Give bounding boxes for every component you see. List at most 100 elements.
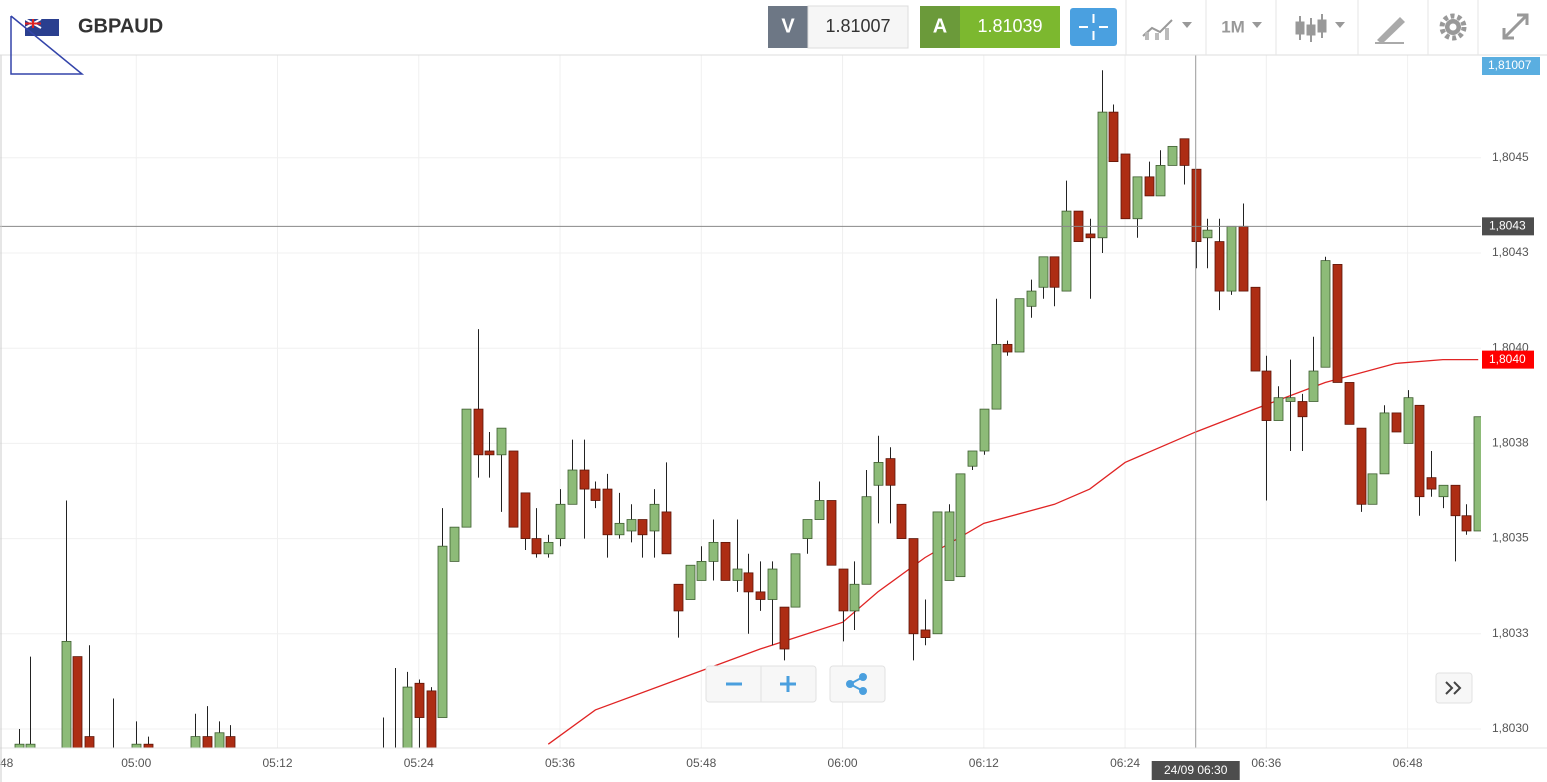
candle-body xyxy=(84,736,95,748)
candle-style-button[interactable] xyxy=(1295,14,1345,42)
sell-label: V xyxy=(781,15,795,37)
candle-body xyxy=(932,511,943,635)
candle-body xyxy=(696,561,707,581)
price-tag xyxy=(1482,57,1540,75)
candle-body xyxy=(920,629,931,638)
candle-body xyxy=(590,488,601,501)
chart-type-button[interactable] xyxy=(1142,19,1192,40)
crosshair-button[interactable] xyxy=(1070,8,1117,46)
candle-body xyxy=(944,511,955,581)
candle-body xyxy=(14,743,25,748)
draw-button[interactable] xyxy=(1375,17,1405,44)
candle-body xyxy=(826,500,837,566)
candle-body xyxy=(1391,412,1402,433)
candle-body xyxy=(61,640,72,748)
candle-body xyxy=(1461,515,1472,532)
candle-body xyxy=(1273,397,1284,421)
scroll-right-button[interactable] xyxy=(1435,672,1473,704)
candle-body xyxy=(743,572,754,593)
candle-body xyxy=(614,522,625,536)
toolbar: GBPAUD V 1.81007 A 1.81039 xyxy=(0,0,1547,75)
zoom-in-button[interactable] xyxy=(780,676,796,692)
candle-body xyxy=(1320,260,1331,368)
candle-body xyxy=(1202,229,1213,239)
y-tick-label: 1,8033 xyxy=(1492,626,1529,640)
candle-body xyxy=(1356,427,1367,505)
fullscreen-button[interactable] xyxy=(1502,13,1529,40)
candle-body xyxy=(649,503,660,532)
candle-body xyxy=(461,408,472,528)
zoom-controls xyxy=(705,665,886,703)
candle-body xyxy=(414,682,425,718)
candle-body xyxy=(496,427,507,456)
candle-body xyxy=(426,690,437,748)
candle-body xyxy=(1426,477,1437,490)
settings-button[interactable] xyxy=(1439,13,1467,41)
x-tick-label: 05:00 xyxy=(121,756,151,770)
candle-body xyxy=(1438,484,1449,498)
candle-body xyxy=(708,541,719,562)
buy-price: 1.81039 xyxy=(977,16,1042,36)
candle-body xyxy=(1214,241,1225,292)
x-tick-label: 05:24 xyxy=(404,756,434,770)
candle-body xyxy=(602,488,613,536)
candle-body xyxy=(1155,165,1166,197)
candle-body xyxy=(814,500,825,520)
candle-body xyxy=(767,568,778,600)
candle-body xyxy=(567,469,578,505)
buy-label: A xyxy=(933,15,947,37)
x-tick-label: 05:48 xyxy=(686,756,716,770)
sell-button[interactable]: V 1.81007 xyxy=(768,5,909,49)
candle-body xyxy=(131,743,142,748)
candle-body xyxy=(449,526,460,562)
flag-icon xyxy=(24,18,59,36)
candle-body xyxy=(873,462,884,486)
candle-body xyxy=(555,503,566,539)
candle-body xyxy=(1191,168,1202,242)
candle-body xyxy=(72,656,83,748)
candle-body xyxy=(1026,290,1037,307)
candle-body xyxy=(755,591,766,600)
candle-body xyxy=(626,519,637,532)
candle-body xyxy=(225,736,236,748)
candle-body xyxy=(1132,176,1143,220)
candle-body xyxy=(849,583,860,612)
candle-body xyxy=(473,408,484,456)
buy-price-bg xyxy=(960,6,1060,48)
crosshair-time-tag xyxy=(1151,761,1240,780)
candle-body xyxy=(720,541,731,581)
candle-body xyxy=(1344,382,1355,425)
candle-body xyxy=(779,606,790,650)
candle-body xyxy=(661,511,672,555)
candle-body xyxy=(520,492,531,539)
candle-body xyxy=(1379,412,1390,475)
sell-price: 1.81007 xyxy=(825,16,890,36)
x-tick-label: 05:12 xyxy=(263,756,293,770)
buy-button[interactable]: A 1.81039 xyxy=(920,6,1060,48)
moving-average-line xyxy=(547,358,1479,745)
crosshair-time-label: 24/09 06:30 xyxy=(1164,763,1228,777)
candle-body xyxy=(1167,145,1178,166)
candle-body xyxy=(838,568,849,612)
candle-body xyxy=(1297,401,1308,418)
candle-body xyxy=(967,450,978,467)
timeframe: 1M xyxy=(1221,17,1245,36)
timeframe-button[interactable]: 1M xyxy=(1221,17,1262,36)
candle-body xyxy=(579,469,590,490)
candle-body xyxy=(402,686,413,748)
x-tick-label: 06:00 xyxy=(828,756,858,770)
candle-body xyxy=(979,408,990,452)
candle-body xyxy=(673,583,684,612)
candle-body xyxy=(802,519,813,539)
candle-body xyxy=(896,503,907,539)
candle-body xyxy=(1450,484,1461,517)
axes: 1,8045 1,8043 1,8040 1,8038 1,8035 1,8033 1,80… xyxy=(0,57,1540,780)
y-tick-label: 1,8035 xyxy=(1492,531,1529,545)
candle-body xyxy=(1061,210,1072,292)
candle-body xyxy=(143,743,154,748)
candle-body xyxy=(637,519,648,536)
y-tick-label: 1,8038 xyxy=(1492,436,1529,450)
share-button[interactable] xyxy=(829,665,886,703)
crosshair-price-tag xyxy=(1482,217,1534,236)
candle-body xyxy=(508,450,519,528)
